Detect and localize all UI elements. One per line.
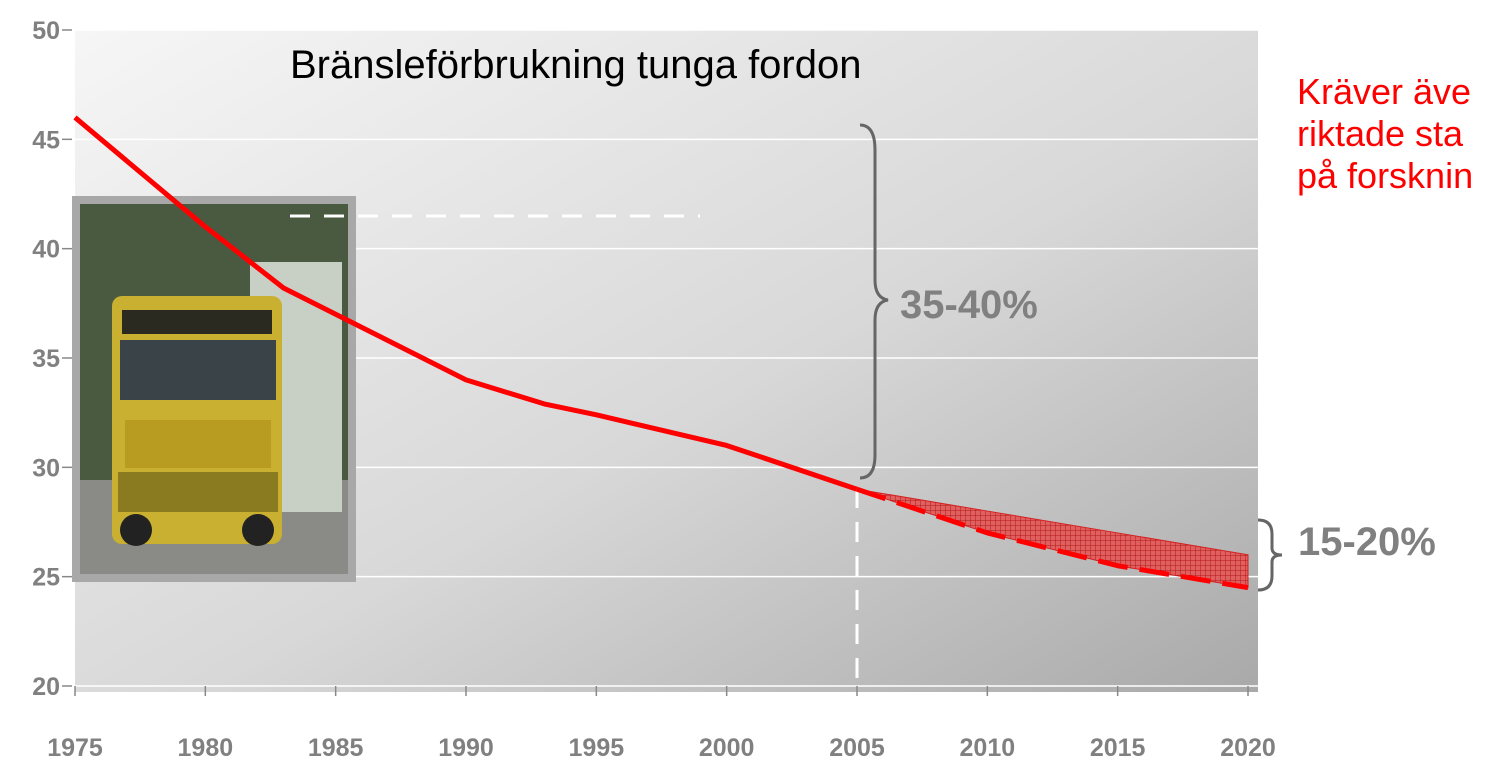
brace	[1257, 518, 1283, 592]
side-note: riktade sta	[1297, 113, 1464, 154]
brace	[859, 123, 889, 480]
chart-title: Bränsleförbrukning tunga fordon	[290, 43, 861, 87]
x-tick-label: 1990	[438, 734, 494, 758]
truck-photo	[72, 196, 356, 582]
x-tick-label: 2005	[829, 734, 885, 758]
y-tick-label: 25	[32, 564, 60, 592]
y-tick-label: 50	[32, 17, 60, 45]
annotation: 35-40%	[900, 283, 1038, 327]
uncertainty-band	[856, 488, 1249, 589]
x-tick-label: 2010	[960, 734, 1016, 758]
marks	[73, 115, 1249, 591]
y-tick-label: 20	[32, 673, 60, 701]
annotation: 15-20%	[1298, 520, 1436, 564]
line-series	[856, 486, 1249, 591]
y-tick-label: 30	[32, 454, 60, 482]
line-series	[73, 115, 858, 492]
side-note: Kräver äve	[1297, 71, 1471, 112]
side-note: på forsknin	[1297, 155, 1473, 196]
y-tick-label: 40	[32, 236, 60, 264]
x-tick-label: 1980	[178, 734, 234, 758]
x-tick-label: 2000	[699, 734, 755, 758]
x-tick-label: 1975	[47, 734, 103, 758]
x-tick-label: 2015	[1090, 734, 1146, 758]
y-tick-label: 35	[32, 345, 60, 373]
y-tick-label: 45	[32, 126, 60, 154]
x-tick-label: 1995	[569, 734, 625, 758]
x-tick-label: 2020	[1220, 734, 1276, 758]
x-tick-label: 1985	[308, 734, 364, 758]
